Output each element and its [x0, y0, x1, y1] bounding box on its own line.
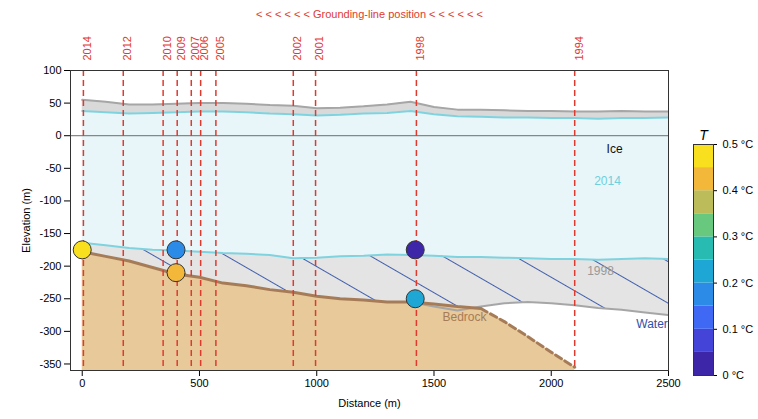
svg-text:1000: 1000 [304, 377, 328, 389]
svg-text:1500: 1500 [422, 377, 446, 389]
svg-text:0.5 °C: 0.5 °C [723, 138, 754, 150]
svg-text:-250: -250 [39, 292, 61, 304]
svg-text:-150: -150 [39, 227, 61, 239]
svg-text:1998: 1998 [414, 36, 426, 60]
svg-text:-100: -100 [39, 194, 61, 206]
svg-text:Elevation (m): Elevation (m) [20, 188, 32, 253]
svg-text:Ice: Ice [607, 142, 623, 156]
svg-text:2010: 2010 [161, 36, 173, 60]
svg-text:Bedrock: Bedrock [442, 310, 487, 324]
svg-text:2007: 2007 [189, 36, 202, 61]
svg-text:T: T [699, 127, 709, 143]
svg-text:2006: 2006 [198, 36, 210, 60]
svg-text:2001: 2001 [313, 36, 325, 60]
svg-text:-200: -200 [39, 260, 61, 272]
svg-text:-50: -50 [46, 162, 62, 174]
svg-text:2014: 2014 [81, 36, 93, 60]
svg-text:Distance (m): Distance (m) [338, 397, 400, 409]
svg-text:0: 0 [55, 129, 61, 141]
svg-text:0.4 °C: 0.4 °C [723, 184, 754, 196]
svg-text:1998: 1998 [587, 264, 614, 278]
svg-text:2005: 2005 [214, 36, 226, 60]
svg-text:0.2 °C: 0.2 °C [723, 277, 754, 289]
svg-text:2000: 2000 [539, 377, 563, 389]
svg-text:Water: Water [636, 317, 668, 331]
svg-text:2002: 2002 [291, 36, 303, 60]
svg-text:-300: -300 [39, 325, 61, 337]
svg-text:1994: 1994 [573, 36, 585, 60]
svg-text:0.3 °C: 0.3 °C [723, 230, 754, 242]
svg-text:500: 500 [190, 377, 208, 389]
svg-text:< < < < < < Grounding-line pos: < < < < < < Grounding-line position < < … [256, 8, 483, 20]
svg-text:0.1 °C: 0.1 °C [723, 323, 754, 335]
svg-text:100: 100 [43, 64, 61, 76]
svg-text:-350: -350 [39, 357, 61, 369]
svg-text:0: 0 [79, 377, 85, 389]
svg-text:2014: 2014 [594, 174, 621, 188]
svg-text:0 °C: 0 °C [723, 369, 745, 381]
svg-text:50: 50 [49, 97, 61, 109]
svg-text:2500: 2500 [656, 377, 680, 389]
svg-text:2009: 2009 [175, 36, 187, 60]
svg-text:2012: 2012 [121, 36, 133, 60]
